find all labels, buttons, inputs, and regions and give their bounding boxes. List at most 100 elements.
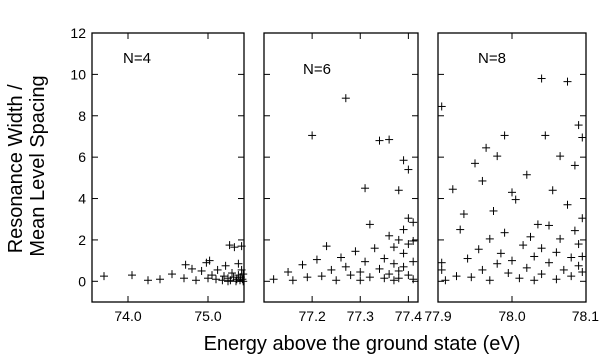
data-point [575, 240, 583, 248]
data-point [395, 236, 403, 244]
data-point [530, 276, 538, 284]
data-point [100, 272, 108, 280]
data-point [501, 229, 509, 237]
data-point [395, 267, 403, 275]
data-points [100, 241, 247, 285]
data-point [515, 274, 523, 282]
data-point [549, 186, 557, 194]
data-point [371, 244, 379, 252]
data-point [385, 136, 393, 144]
data-point [218, 276, 226, 284]
data-point [313, 256, 321, 264]
data-points [438, 75, 587, 285]
data-point [366, 273, 374, 281]
panel-label: N=8 [478, 50, 506, 67]
data-point [490, 207, 498, 215]
data-point [438, 102, 446, 110]
panel-frame [92, 33, 244, 302]
data-point [156, 275, 164, 283]
data-point [456, 226, 464, 234]
data-point [230, 243, 238, 251]
data-point [523, 264, 531, 272]
data-point [400, 263, 408, 271]
data-point [212, 275, 220, 283]
data-point [385, 232, 393, 240]
x-tick-label: 77.2 [299, 308, 326, 324]
data-point [356, 276, 364, 284]
data-point [530, 252, 538, 260]
data-point [560, 266, 568, 274]
data-point [449, 185, 457, 193]
y-axis-label-line1: Resonance Width / [5, 84, 27, 253]
y-axis-label: Resonance Width / Mean Level Spacing [5, 75, 49, 256]
data-point [578, 252, 586, 260]
x-tick-label: 78.1 [572, 308, 599, 324]
data-point [332, 276, 340, 284]
data-point [376, 265, 384, 273]
data-point [478, 177, 486, 185]
data-point [501, 131, 509, 139]
data-point [380, 274, 388, 282]
x-tick-label: 77.3 [347, 308, 374, 324]
data-point [409, 218, 417, 226]
data-point [486, 276, 494, 284]
y-tick-label: 12 [70, 25, 86, 41]
x-tick-label: 77.4 [395, 308, 422, 324]
panel-3: 77.9 78.0 78.1 N=8 [424, 33, 599, 324]
data-point [327, 266, 335, 274]
data-point [222, 262, 230, 270]
panel-frame [264, 33, 418, 302]
data-point [356, 268, 364, 276]
data-point [404, 166, 412, 174]
data-point [299, 261, 307, 269]
data-point [552, 275, 560, 283]
data-point [395, 186, 403, 194]
data-point [289, 276, 297, 284]
data-point [144, 276, 152, 284]
data-point [571, 227, 579, 235]
data-point [400, 226, 408, 234]
data-point [571, 161, 579, 169]
data-point [519, 241, 527, 249]
data-point [318, 272, 326, 280]
data-point [508, 257, 516, 265]
data-point [508, 188, 516, 196]
data-point [471, 159, 479, 167]
data-point [486, 235, 494, 243]
y-tick-label: 2 [78, 232, 86, 248]
data-point [575, 121, 583, 129]
y-tick-label: 0 [78, 273, 86, 289]
data-point [366, 220, 374, 228]
data-point [182, 261, 190, 269]
data-point [493, 152, 501, 160]
data-point [575, 262, 583, 270]
data-point [564, 78, 572, 86]
data-point [556, 152, 564, 160]
data-point [390, 260, 398, 268]
x-tick-label: 78.0 [498, 308, 525, 324]
y-tick-label: 8 [78, 108, 86, 124]
data-point [438, 266, 446, 274]
data-point [467, 273, 475, 281]
x-tick-label: 77.9 [424, 308, 451, 324]
data-point [404, 271, 412, 279]
data-point [478, 266, 486, 274]
data-point [567, 254, 575, 262]
data-point [192, 276, 200, 284]
data-point [188, 265, 196, 273]
data-point [390, 276, 398, 284]
data-point [198, 267, 206, 275]
data-point [168, 270, 176, 278]
x-axis-label: Energy above the ground state (eV) [204, 333, 521, 355]
data-point [303, 273, 311, 281]
data-point [556, 235, 564, 243]
data-point [578, 133, 586, 141]
data-point [220, 272, 228, 280]
data-point [342, 94, 350, 102]
data-point [342, 263, 350, 271]
data-point [482, 144, 490, 152]
data-point [390, 243, 398, 251]
panel-1: 02468101274.0 75.0N=4 [70, 25, 247, 324]
